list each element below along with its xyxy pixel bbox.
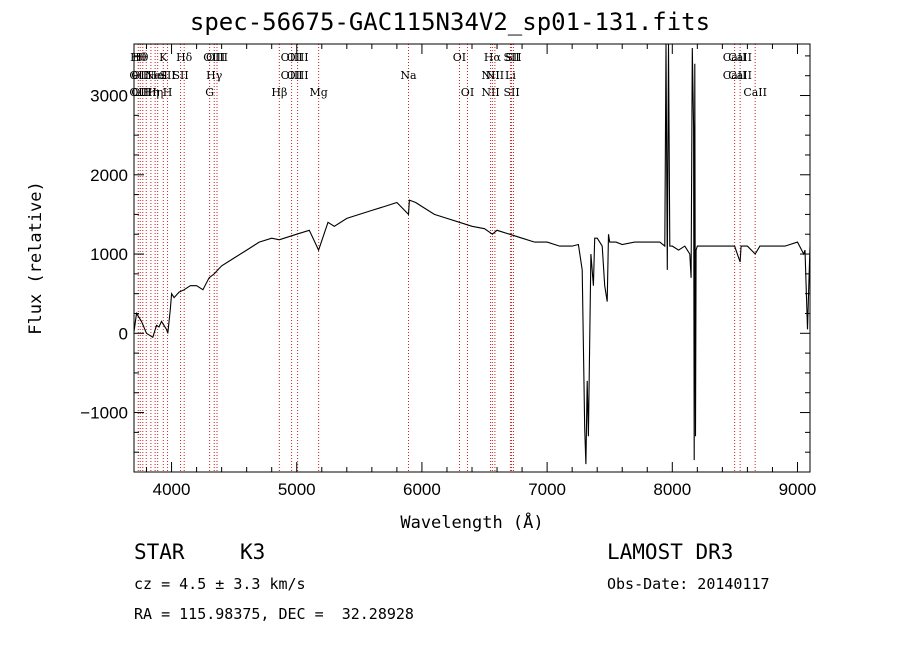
line-label: OIII	[287, 69, 309, 82]
line-label: CaII	[723, 51, 747, 64]
line-label: Hγ	[206, 69, 223, 82]
y-tick-label: 1000	[90, 245, 128, 264]
obs-date: Obs-Date: 20140117	[607, 575, 770, 593]
line-label: Hα	[484, 51, 502, 64]
y-tick-label: −1000	[80, 404, 128, 423]
line-label: OIII	[287, 51, 309, 64]
line-label: Na	[400, 69, 417, 82]
y-tick-label: 0	[119, 324, 128, 343]
line-label: OII	[131, 69, 149, 82]
line-label: NII	[481, 86, 499, 99]
x-tick-label: 8000	[653, 480, 691, 499]
line-label: CaII	[728, 69, 752, 82]
spectrum-series	[134, 44, 810, 465]
line-label: SII	[503, 51, 519, 64]
line-label: H	[163, 86, 173, 99]
line-label: OII	[129, 69, 147, 82]
line-label: Hδ	[176, 51, 193, 64]
line-label: OI	[453, 51, 466, 64]
line-label: SII	[503, 86, 519, 99]
plot-frame	[133, 43, 811, 473]
y-tick-label: 2000	[90, 166, 128, 185]
line-label: CaII	[743, 86, 767, 99]
x-tick-label: 9000	[779, 480, 817, 499]
y-tick-label: 3000	[90, 87, 128, 106]
chart-title: spec-56675-GAC115N34V2_sp01-131.fits	[189, 8, 711, 36]
line-label: Hη	[147, 86, 163, 99]
line-label: OIII	[206, 51, 228, 64]
line-label: HeI	[147, 69, 167, 82]
x-axis-label: Wavelength (Å)	[400, 511, 543, 533]
y-axis-label: Flux (relative)	[26, 181, 46, 335]
line-label: SII	[172, 69, 188, 82]
line-label: Hβ	[271, 86, 287, 99]
line-label: OIII	[281, 51, 303, 64]
line-label: Li	[505, 69, 516, 82]
subclass-label: K3	[240, 540, 266, 564]
line-label: OI	[461, 86, 474, 99]
line-label: CaII	[723, 69, 747, 82]
line-label: G	[205, 86, 214, 99]
line-label: Hθ	[130, 51, 147, 64]
line-label: SII	[505, 51, 521, 64]
line-label: NII	[486, 69, 504, 82]
line-label: NeI	[145, 69, 165, 82]
survey-label: LAMOST DR3	[607, 540, 734, 564]
line-label: OIII	[203, 51, 225, 64]
cz-value: cz = 4.5 ± 3.3 km/s	[134, 575, 306, 593]
line-label: CaII	[728, 51, 752, 64]
x-tick-label: 6000	[403, 480, 441, 499]
line-label: OII	[129, 86, 147, 99]
line-label: Mg	[309, 86, 327, 99]
line-label: OII	[131, 86, 149, 99]
line-label: SII	[159, 69, 175, 82]
x-tick-label: 5000	[278, 480, 316, 499]
line-label: K	[159, 51, 168, 64]
line-label: OIII	[281, 69, 303, 82]
x-tick-label: 4000	[153, 480, 191, 499]
coordinates: RA = 115.98375, DEC = 32.28928	[134, 605, 414, 623]
class-label: STAR	[134, 540, 185, 564]
line-label: Hθ	[132, 51, 149, 64]
x-tick-label: 7000	[528, 480, 566, 499]
line-label: NII	[481, 69, 499, 82]
line-label: Hη	[143, 86, 159, 99]
